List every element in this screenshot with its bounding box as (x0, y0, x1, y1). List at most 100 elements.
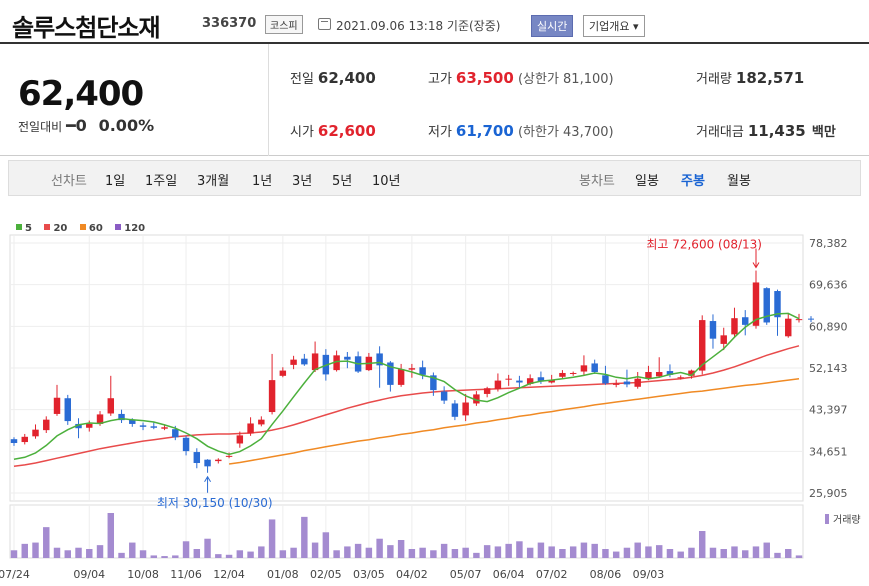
volume-bar (268, 519, 276, 558)
max-annotation: 최고 72,600 (08/13) (646, 238, 762, 252)
period-selector-bar: 선차트 1일 1주일 3개월 1년 3년 5년 10년 봉차트 일봉 주봉 월봉 (8, 160, 861, 196)
open-value: 62,600 (317, 122, 376, 140)
candle-body (742, 317, 749, 325)
candle-body (677, 377, 684, 379)
volume-bar (612, 551, 620, 558)
volume-bar (311, 542, 319, 558)
candle-body (161, 427, 168, 429)
price-change: 전일대비 ━0 0.00% (18, 116, 154, 135)
x-tick-label: 11/06 (170, 568, 202, 581)
candle-body (268, 380, 276, 413)
period-10y[interactable]: 10년 (372, 174, 401, 189)
period-5y[interactable]: 5년 (332, 174, 353, 189)
candle-body (623, 381, 631, 385)
candle-body (602, 375, 609, 384)
volume-plot-frame (9, 504, 804, 559)
volume-bar (655, 545, 663, 558)
volume-bar (354, 543, 362, 558)
period-1d[interactable]: 1일 (105, 174, 126, 189)
candle-body (645, 372, 652, 379)
volume-bar (795, 555, 803, 558)
candle-body (376, 353, 383, 366)
lower-limit: (하한가 43,700) (517, 125, 614, 140)
volume-bar (290, 547, 297, 558)
candle-body (559, 372, 566, 377)
candle-body (408, 368, 416, 370)
low-value: 61,700 (455, 122, 514, 140)
candle-weekly[interactable]: 주봉 (681, 174, 705, 189)
open-price: 시가 62,600 (290, 121, 376, 140)
volume-bar (785, 549, 792, 558)
volume-bar (462, 547, 469, 558)
period-3m[interactable]: 3개월 (197, 174, 230, 189)
volume-bar (731, 546, 738, 558)
volume-bar (64, 550, 71, 558)
candle-body (731, 318, 738, 335)
volume-bar (225, 554, 233, 558)
amount-value: 11,435 (747, 122, 806, 140)
candle-body (666, 371, 674, 375)
high-value: 63,500 (455, 69, 514, 87)
candle-daily[interactable]: 일봉 (635, 174, 659, 189)
candle-body (75, 423, 82, 429)
volume-bar (247, 551, 254, 558)
candle-monthly[interactable]: 월봉 (727, 174, 751, 189)
candle-body (258, 419, 265, 425)
stock-header: 솔루스첨단소재 336370 코스피 2021.09.06 13:18 기준(장… (0, 0, 869, 44)
candle-body (204, 459, 211, 467)
prev-close-label: 전일 (290, 72, 314, 87)
volume-bar (43, 527, 50, 558)
volume-bar (161, 556, 168, 558)
ma20-line (13, 345, 800, 468)
candle-body (107, 398, 115, 414)
candle-chart-label: 봉차트 (579, 174, 615, 189)
volume-bar (344, 546, 351, 558)
y-tick-label: 43,397 (809, 404, 848, 417)
x-tick-label: 04/02 (396, 568, 428, 581)
y-tick-label: 25,905 (809, 487, 848, 500)
volume-bar (591, 543, 598, 558)
volume-bar (688, 547, 695, 558)
volume-bar (483, 545, 491, 558)
volume-bar (666, 549, 674, 558)
candle-body (698, 320, 706, 371)
volume-bar (774, 552, 781, 558)
volume-bar (440, 543, 448, 558)
candle-body (526, 378, 534, 384)
candle-body (569, 372, 577, 374)
volume-bar (548, 546, 555, 558)
low-price: 저가 61,700 (하한가 43,700) (428, 121, 614, 140)
volume-bar (580, 542, 588, 558)
volume-bar (107, 513, 115, 558)
period-1y[interactable]: 1년 (252, 174, 273, 189)
change-percent: 0.00% (98, 116, 155, 135)
company-info-dropdown[interactable]: 기업개요 ▾ (583, 15, 645, 37)
volume-bar (150, 555, 158, 558)
volume-value: 182,571 (735, 69, 805, 87)
x-tick-label: 06/04 (493, 568, 525, 581)
volume-bar (634, 542, 641, 558)
volume-bar (193, 549, 201, 558)
min-annotation: 최저 30,150 (10/30) (157, 496, 273, 510)
realtime-button[interactable]: 실시간 (531, 15, 574, 37)
volume-legend-swatch (825, 514, 829, 524)
volume-bar (75, 547, 82, 558)
x-tick-label: 07/24 (0, 568, 30, 581)
stock-code: 336370 (202, 16, 257, 31)
candle-body (193, 452, 201, 464)
candle-body (397, 369, 405, 385)
candle-body (32, 429, 39, 437)
candle-body (290, 359, 297, 365)
period-3y[interactable]: 3년 (292, 174, 313, 189)
amount-label: 거래대금 (696, 125, 744, 140)
candle-body (774, 291, 781, 318)
change-label: 전일대비 (18, 120, 63, 134)
volume-bar (258, 546, 265, 558)
x-tick-label: 08/06 (590, 568, 622, 581)
x-tick-label: 03/05 (353, 568, 385, 581)
period-1w[interactable]: 1주일 (145, 174, 178, 189)
volume-bar (10, 550, 18, 558)
volume-bar (752, 546, 760, 558)
candle-body (688, 370, 695, 376)
